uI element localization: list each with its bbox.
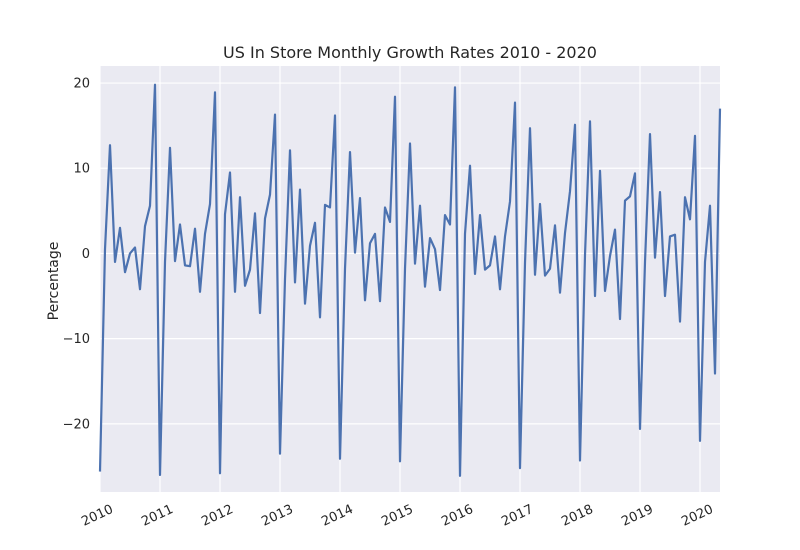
x-tick-label: 2019 (619, 502, 655, 530)
y-tick-label: 0 (82, 247, 90, 262)
series-line (98, 83, 722, 477)
chart-title: US In Store Monthly Growth Rates 2010 - … (223, 43, 597, 62)
x-tick-label: 2016 (439, 502, 475, 530)
y-tick-label: 10 (73, 162, 90, 177)
x-tick-label: 2018 (559, 502, 595, 530)
x-tick-label: 2020 (679, 502, 715, 530)
x-tick-label: 2017 (499, 502, 535, 530)
y-axis-ticks: 20 10 0 −10 −20 (63, 77, 90, 433)
y-axis-label: Percentage (46, 242, 62, 321)
x-tick-label: 2014 (319, 502, 355, 530)
y-tick-label: −20 (63, 417, 90, 432)
series-layer (98, 83, 722, 477)
y-tick-label: −10 (63, 332, 90, 347)
x-tick-label: 2012 (199, 502, 235, 530)
x-tick-label: 2010 (79, 502, 115, 530)
x-axis-ticks: 2010 2011 2012 2013 2014 2015 2016 2017 2018 2019… (79, 502, 715, 530)
x-tick-label: 2011 (139, 502, 175, 530)
y-tick-label: 20 (73, 77, 90, 92)
x-tick-label: 2015 (379, 502, 415, 530)
plot-area (100, 66, 720, 492)
x-tick-label: 2013 (259, 502, 295, 530)
